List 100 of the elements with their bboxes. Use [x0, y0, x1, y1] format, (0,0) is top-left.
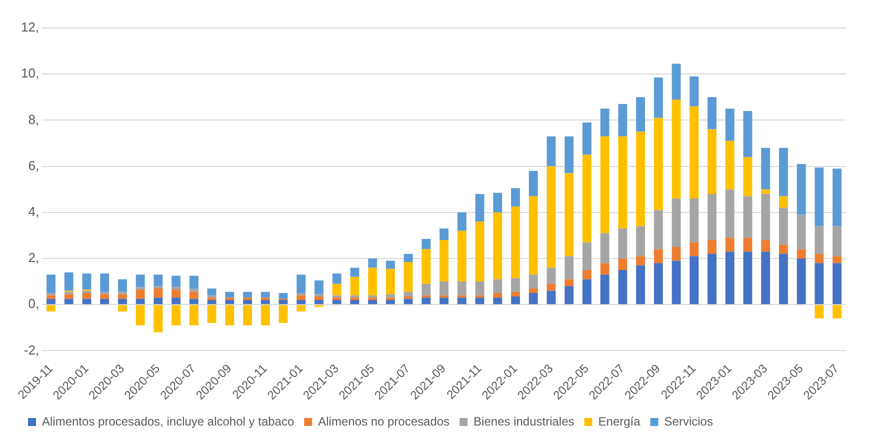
bar: [761, 189, 770, 194]
bar: [600, 136, 610, 234]
bar: [118, 279, 127, 292]
bar: [779, 244, 788, 254]
bar: [654, 78, 663, 118]
y-tick-label: 6,: [28, 158, 40, 173]
bar: [546, 290, 556, 304]
bar: [332, 284, 342, 296]
bar: [564, 286, 574, 304]
bar: [832, 168, 842, 226]
bar: [582, 154, 592, 242]
bar: [136, 305, 145, 326]
bar: [189, 288, 198, 292]
bar: [546, 166, 556, 268]
bar: [278, 305, 288, 324]
bar: [64, 298, 74, 304]
bar: [761, 240, 770, 252]
bar: [690, 242, 699, 256]
bar: [296, 305, 306, 312]
bar: [493, 298, 502, 304]
y-tick-label: 4,: [28, 204, 40, 219]
bar: [600, 263, 610, 275]
bar: [386, 294, 395, 298]
bar: [672, 64, 681, 100]
bar: [708, 240, 716, 254]
bar: [654, 249, 663, 264]
bar: [296, 300, 306, 304]
bar: [564, 256, 574, 280]
bar: [100, 298, 110, 304]
bar: [368, 268, 378, 296]
bar: [832, 256, 842, 264]
bar: [618, 228, 628, 258]
bar: [82, 293, 92, 299]
bar: [207, 288, 216, 296]
bar: [743, 157, 752, 196]
bar: [332, 273, 342, 284]
bar: [422, 284, 431, 296]
bar: [796, 214, 806, 250]
bar: [743, 238, 752, 252]
bar: [386, 300, 395, 304]
legend-label: Alimentos procesados, incluye alcohol y tabaco: [42, 414, 294, 428]
bar: [225, 305, 234, 326]
bar: [189, 292, 198, 299]
bar: [814, 263, 824, 304]
bar: [618, 270, 628, 304]
bar: [154, 298, 163, 304]
bar: [314, 300, 324, 304]
bar: [475, 222, 484, 282]
bar: [46, 298, 56, 304]
bar: [814, 305, 824, 318]
bar: [207, 300, 216, 304]
bar: [814, 167, 824, 226]
bar: [260, 292, 270, 298]
bar: [564, 279, 574, 286]
bar: [225, 292, 234, 298]
bar: [582, 279, 592, 304]
y-tick-label: 10,: [20, 66, 40, 81]
bar: [493, 279, 502, 294]
bar: [475, 194, 484, 222]
bar: [457, 212, 466, 231]
bar: [832, 263, 842, 304]
bar: [493, 293, 502, 298]
bar: [350, 276, 360, 296]
y-tick-label: 2,: [28, 250, 40, 266]
y-tick-label: 12,: [20, 20, 40, 35]
bar: [814, 254, 824, 264]
bar: [457, 230, 466, 282]
bar: [225, 300, 234, 304]
bar: [172, 305, 181, 326]
bar: [422, 249, 431, 284]
bar: [654, 118, 663, 210]
bar: [207, 305, 216, 324]
legend-label: Servicios: [664, 414, 713, 428]
bar: [189, 298, 198, 304]
bar: [690, 256, 699, 304]
bar: [761, 252, 770, 304]
bar: [636, 226, 646, 256]
bar: [64, 272, 74, 291]
bar: [440, 298, 448, 304]
bar: [260, 305, 270, 326]
bar: [564, 136, 574, 174]
bar: [118, 298, 127, 304]
bar: [636, 97, 646, 132]
bar: [528, 293, 538, 304]
bar: [672, 246, 681, 261]
bar: [511, 188, 520, 207]
bar: [708, 129, 716, 194]
bar: [189, 305, 198, 326]
bar: [528, 170, 538, 196]
bar: [278, 293, 288, 299]
bar: [654, 263, 663, 304]
bar: [296, 274, 306, 294]
y-tick-label: 8,: [28, 112, 40, 127]
bar: [582, 242, 592, 270]
bar: [779, 196, 788, 208]
bar: [136, 290, 145, 299]
bar: [243, 305, 252, 326]
bar: [546, 284, 556, 291]
bar: [457, 282, 466, 296]
bar: [600, 274, 610, 304]
